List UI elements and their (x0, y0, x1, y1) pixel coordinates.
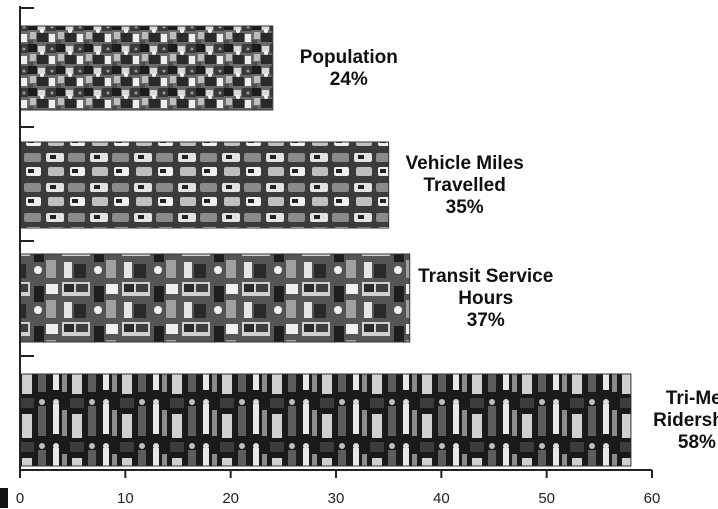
x-tick-label-6: 60 (644, 490, 661, 507)
x-tick-label-3: 30 (328, 490, 345, 507)
bar-label-line: Travelled (423, 175, 505, 196)
bar-label-line: Hours (458, 288, 513, 309)
bar-label-1: Vehicle Miles Travelled 35% (406, 153, 524, 218)
bars-group (19, 25, 632, 467)
bar-label-line: 37% (467, 310, 505, 331)
bar-label-2: Transit Service Hours 37% (418, 266, 553, 331)
bar-2 (19, 253, 411, 343)
x-tick-label-4: 40 (433, 490, 450, 507)
bar-label-3: Tri-MetRidership58% (653, 388, 718, 453)
bar-label-line: Transit Service (418, 266, 553, 287)
bar-label-line: Population (300, 47, 398, 68)
axis-corner-mark (0, 488, 8, 508)
x-tick-label-0: 0 (16, 490, 24, 507)
bar-label-line: 35% (446, 197, 484, 218)
bar-labels-group: Population 24%Vehicle Miles Travelled 35%Tr… (300, 47, 718, 453)
bar-0 (19, 25, 274, 111)
axes: 0 10 20 30 40 50 60 (0, 6, 660, 508)
bar-label-line: 58% (678, 432, 716, 453)
x-tick-label-2: 20 (222, 490, 239, 507)
bar-label-line: Ridership (653, 410, 718, 431)
bar-label-line: Vehicle Miles (406, 153, 524, 174)
y-axis-ticks (20, 7, 34, 357)
x-tick-label-5: 50 (538, 490, 555, 507)
x-axis-ticks: 0 10 20 30 40 50 60 (16, 470, 661, 507)
bar-label-line: Tri-Met (666, 388, 718, 409)
bar-label-0: Population 24% (300, 47, 398, 90)
bar-label-line: 24% (330, 69, 368, 90)
bar-1 (19, 141, 390, 229)
x-tick-label-1: 10 (117, 490, 134, 507)
bar-3 (19, 373, 632, 467)
